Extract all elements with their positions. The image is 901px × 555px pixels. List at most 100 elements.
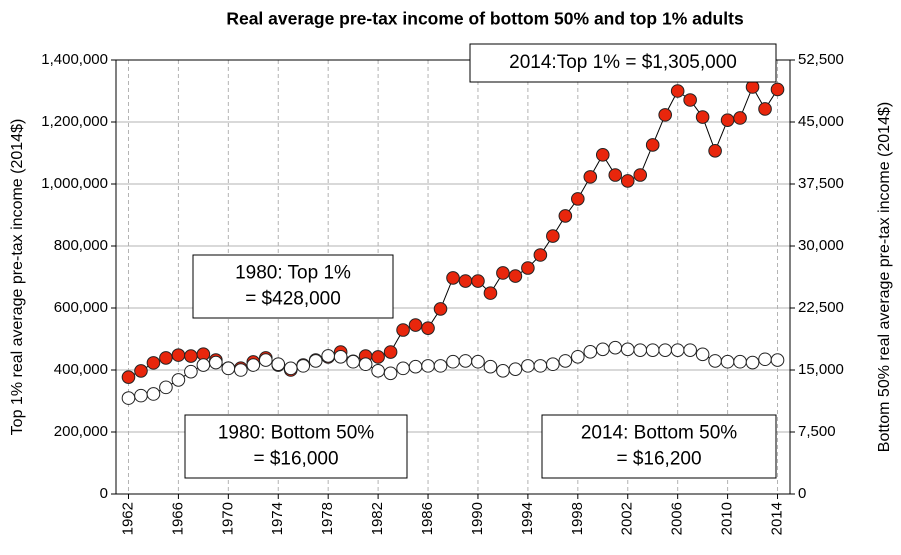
chart-title: Real average pre-tax income of bottom 50…	[226, 9, 744, 29]
data-point	[546, 357, 560, 372]
data-point	[458, 354, 473, 368]
data-point	[271, 357, 286, 372]
annotation-box	[192, 254, 394, 319]
data-point	[571, 192, 585, 206]
data-point	[396, 361, 410, 376]
y2-axis-title: Bottom 50% real average pre-tax income (…	[876, 102, 893, 452]
y-tick-label: 600,000	[54, 299, 108, 316]
data-point	[221, 361, 236, 376]
data-point	[246, 358, 261, 372]
data-point	[483, 359, 498, 374]
x-tick-label: 2002	[619, 502, 636, 535]
data-point	[620, 342, 635, 357]
data-point	[733, 111, 747, 125]
annotation-box	[541, 414, 777, 479]
y-tick-label: 1,200,000	[41, 113, 108, 130]
annotation-text: = $428,000	[245, 289, 341, 310]
data-point	[458, 274, 473, 288]
data-point	[521, 261, 535, 275]
data-point	[595, 148, 610, 162]
annotation-text: 2014: Bottom 50%	[581, 423, 737, 444]
annotation-box	[469, 43, 777, 83]
data-point	[184, 364, 198, 379]
data-point	[483, 286, 498, 300]
y2-tick-label: 30,000	[798, 237, 844, 254]
x-tick-label: 1990	[469, 502, 486, 535]
data-point	[658, 343, 672, 357]
data-point	[733, 354, 747, 369]
y-axis-title: Top 1% real average pre-tax income (2014…	[9, 119, 26, 436]
data-point	[558, 354, 573, 368]
x-tick-label: 1970	[219, 502, 236, 535]
y-tick-label: 1,000,000	[41, 175, 108, 192]
y2-tick-label: 15,000	[798, 361, 844, 378]
data-point	[645, 138, 660, 152]
data-point	[433, 359, 448, 373]
data-point	[371, 364, 385, 378]
data-point	[159, 351, 173, 365]
annotation-text: 2014:Top 1% = $1,305,000	[509, 52, 737, 73]
annotation-text: 1980: Top 1%	[235, 263, 351, 284]
x-tick-label: 1986	[419, 502, 436, 535]
data-point	[283, 361, 298, 376]
y-tick-label: 1,400,000	[41, 51, 108, 68]
x-tick-label: 2014	[768, 502, 785, 535]
data-point	[234, 363, 248, 377]
data-point	[708, 144, 722, 158]
x-tick-label: 1998	[569, 502, 586, 535]
x-tick-label: 2006	[669, 502, 686, 535]
data-point	[358, 357, 373, 372]
data-point	[371, 350, 385, 364]
data-point	[396, 323, 410, 337]
data-point	[770, 353, 785, 367]
data-point	[121, 370, 136, 384]
data-point	[583, 345, 598, 359]
data-point	[408, 318, 423, 332]
x-tick-label: 1974	[269, 502, 286, 535]
annotation-text: = $16,000	[253, 449, 338, 470]
data-point	[708, 354, 722, 368]
data-point	[608, 168, 623, 182]
data-point	[633, 168, 648, 182]
data-point	[383, 366, 398, 381]
data-point	[146, 356, 161, 370]
data-point	[421, 321, 435, 335]
y-tick-label: 400,000	[54, 361, 108, 378]
y-tick-label: 200,000	[54, 423, 108, 440]
data-point	[446, 271, 460, 285]
data-point	[134, 364, 148, 378]
data-point	[620, 174, 635, 188]
x-tick-label: 2010	[719, 502, 736, 535]
data-point	[321, 349, 335, 363]
data-point	[658, 108, 672, 122]
data-point	[333, 349, 348, 364]
y-tick-label: 0	[100, 485, 108, 502]
data-point	[471, 274, 485, 288]
data-point	[633, 343, 648, 357]
data-point	[645, 343, 660, 357]
data-point	[196, 358, 211, 372]
plot-frame	[115, 59, 791, 495]
data-point	[758, 102, 772, 116]
y2-tick-label: 22,500	[798, 299, 844, 316]
data-point	[496, 266, 510, 280]
data-point	[134, 388, 148, 403]
data-point	[670, 84, 685, 98]
data-point	[608, 340, 623, 355]
data-point	[421, 359, 435, 373]
data-point	[745, 80, 760, 94]
data-point	[496, 364, 510, 378]
y2-tick-label: 45,000	[798, 113, 844, 130]
x-tick-label: 1978	[319, 502, 336, 535]
y2-tick-label: 37,500	[798, 175, 844, 192]
data-point	[171, 348, 186, 362]
data-point	[533, 359, 548, 373]
data-point	[521, 359, 535, 373]
data-point	[171, 373, 186, 387]
data-point	[471, 354, 485, 369]
data-point	[446, 354, 460, 369]
data-point	[683, 93, 697, 107]
annotation-box	[184, 414, 408, 479]
annotation-text: = $16,200	[616, 449, 701, 470]
